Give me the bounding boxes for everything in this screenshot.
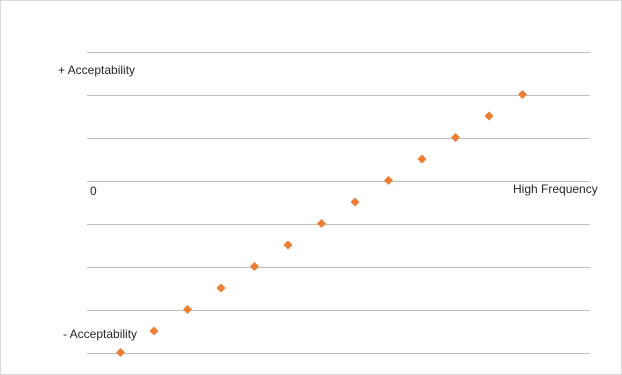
data-point xyxy=(317,219,326,228)
data-point xyxy=(283,240,293,250)
data-point xyxy=(417,154,427,164)
data-point xyxy=(149,326,159,336)
data-point xyxy=(116,348,125,357)
data-point xyxy=(518,90,527,99)
data-points xyxy=(116,90,527,357)
top-annotation: + Acceptability xyxy=(58,63,135,77)
bottom-annotation: - Acceptability xyxy=(63,327,137,341)
right-annotation: High Frequency xyxy=(513,182,598,196)
data-point xyxy=(384,176,393,185)
gridlines xyxy=(87,52,590,354)
data-point xyxy=(350,197,360,207)
data-point xyxy=(216,283,226,293)
data-point xyxy=(451,133,460,142)
origin-label: 0 xyxy=(90,184,97,198)
data-point xyxy=(183,305,192,314)
data-point xyxy=(250,262,259,271)
data-point xyxy=(484,111,494,121)
